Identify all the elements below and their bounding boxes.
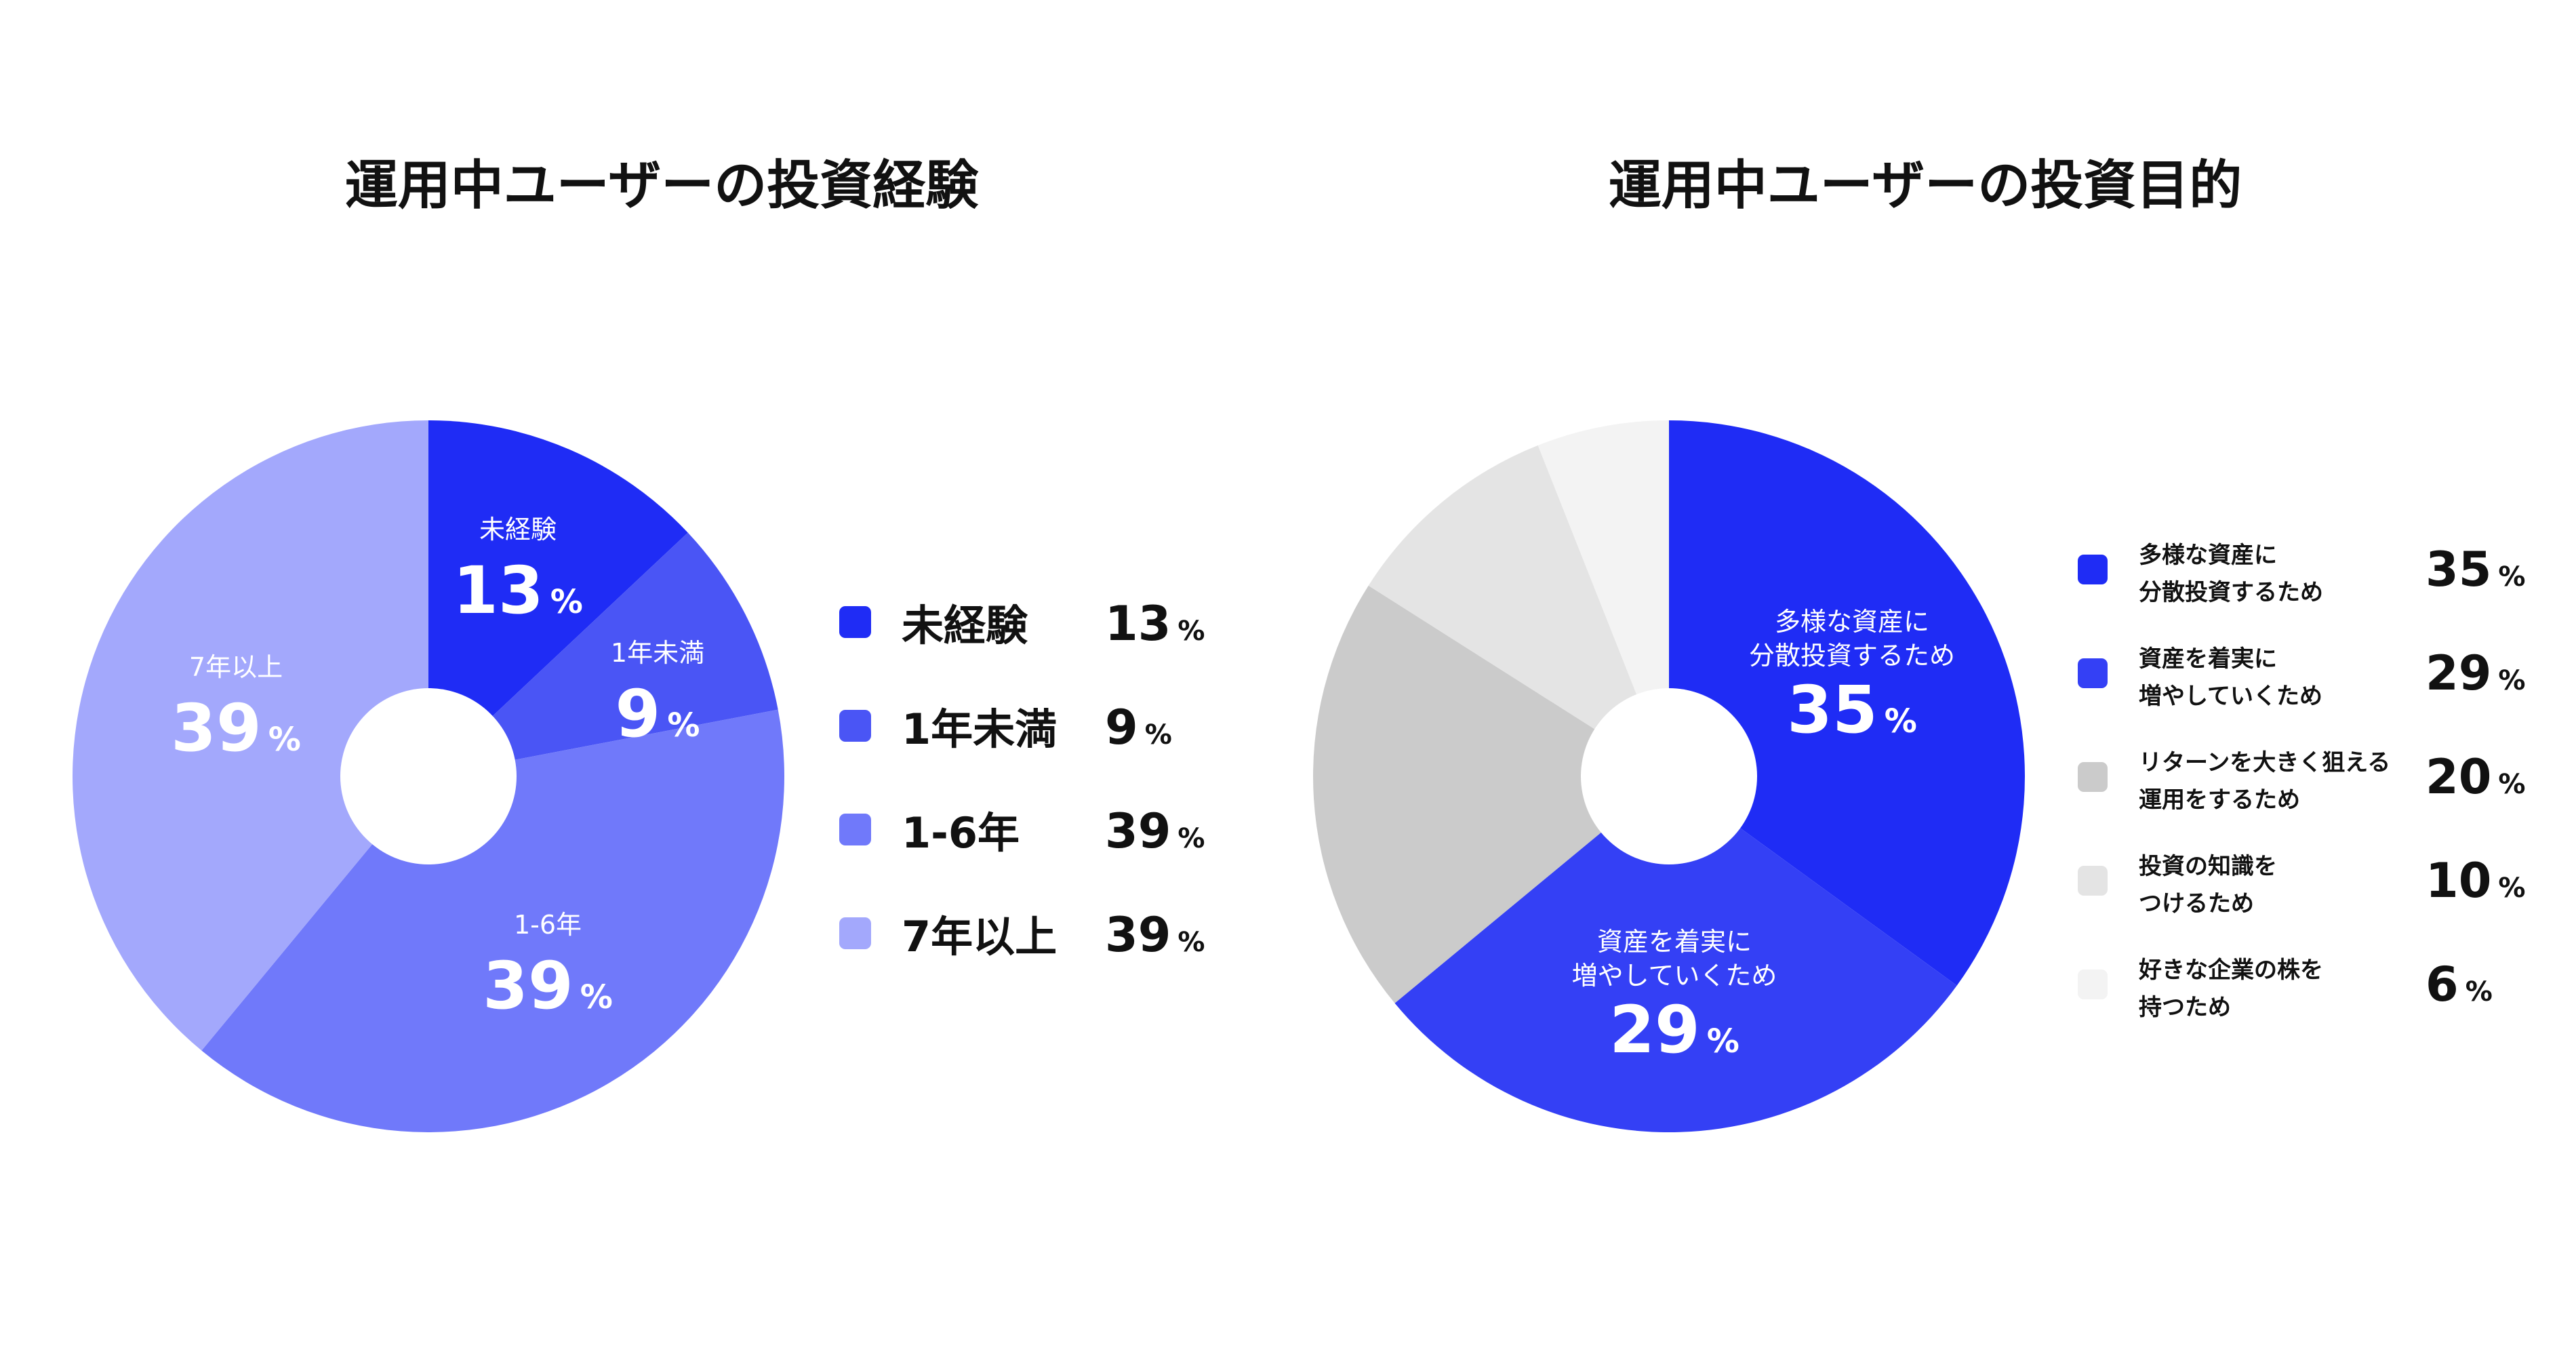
legend-value-4-number: 39 [1105, 907, 1171, 963]
slice-4 [72, 420, 429, 1051]
legend-label-3: 1-6年 [902, 808, 1020, 858]
legend-value-2-number: 9 [1105, 700, 1138, 755]
slice-5 [1537, 420, 1669, 776]
slice-value-1: 35% [1787, 672, 1917, 748]
legend-label-3: リターンを大きく狙える [2139, 749, 2390, 776]
legend-swatch-5 [2078, 970, 2108, 999]
legend-value-4-number: 10 [2426, 853, 2491, 909]
slice-3 [1312, 585, 1669, 1003]
legend-value-1-number: 13 [1105, 596, 1171, 652]
legend-value-2-number: 29 [2426, 645, 2491, 701]
slice-value-2-number: 9 [616, 676, 661, 752]
slice-value-1-percent-sign: % [550, 583, 583, 621]
legend-value-4-percent-sign: % [1178, 927, 1205, 958]
legend-value-5-number: 6 [2426, 957, 2459, 1012]
legend-label-4: 投資の知識を [2139, 853, 2277, 880]
legend-label-1: 未経験 [902, 601, 1028, 650]
slice-label-2: 増やしていくため [1572, 961, 1777, 991]
legend-label-4: つけるため [2139, 890, 2254, 917]
legend-value-3: 20% [2426, 749, 2526, 805]
legend-value-1-percent-sign: % [1178, 616, 1205, 647]
legend-label-2: 増やしていくため [2139, 683, 2322, 710]
slice-label-2: 1年未満 [611, 638, 704, 668]
legend-value-3: 39% [1105, 803, 1205, 859]
slice-value-2-percent-sign: % [1707, 1022, 1739, 1060]
slice-4 [1368, 445, 1669, 776]
legend-value-1-percent-sign: % [2498, 561, 2525, 593]
slice-value-1-percent-sign: % [1885, 702, 1917, 740]
chart-1-legend: 未経験 13 % 1年未満 9 % 1-6年 39 % 7年以上 39% [839, 596, 1205, 963]
slice-value-1: 13% [453, 553, 583, 629]
slice-value-4-percent-sign: % [268, 721, 301, 759]
slice-value-4: 39% [171, 690, 301, 766]
slice-value-2-number: 29 [1609, 992, 1700, 1068]
slice-label-1: 分散投資するため [1749, 641, 1955, 671]
legend-value-4: 39% [1105, 907, 1205, 963]
legend-label-2: 1年未満 [902, 704, 1057, 754]
legend-value-3-number: 20 [2426, 749, 2491, 805]
slice-value-4-number: 39 [171, 690, 262, 766]
slice-2 [1394, 776, 1957, 1133]
legend-swatch-2 [839, 710, 871, 742]
slice-3 [201, 709, 785, 1133]
slice-label-1: 未経験 [479, 515, 557, 544]
legend-swatch-1 [839, 606, 871, 638]
legend-value-4-percent-sign: % [2498, 873, 2525, 904]
chart-1-title: 運用中ユーザーの投資経験 [345, 155, 979, 216]
slice-1 [1669, 420, 2025, 986]
chart-2-title: 運用中ユーザーの投資目的 [1609, 155, 2242, 216]
legend-value-2-percent-sign: % [1145, 719, 1172, 751]
legend-value-5: 6% [2426, 957, 2493, 1012]
slice-1 [428, 420, 688, 776]
legend-swatch-2 [2078, 658, 2108, 688]
legend-swatch-1 [2078, 555, 2108, 584]
legend-label-1: 多様な資産に [2139, 542, 2277, 569]
legend-label-5: 持つため [2139, 994, 2231, 1021]
slice-label-3: 1-6年 [514, 910, 582, 940]
slice-value-1-number: 13 [453, 553, 544, 629]
legend-value-3-percent-sign: % [2498, 769, 2525, 800]
legend-label-5: 好きな企業の株を [2138, 957, 2323, 984]
legend-swatch-3 [839, 814, 871, 845]
slice-label-1: 多様な資産に [1775, 607, 1929, 637]
legend-swatch-4 [839, 917, 871, 949]
slice-label-2: 資産を着実に [1597, 927, 1752, 957]
chart-1-experience: 未経験 13 % 1年未満 9 % 1-6年 39 % 7年以上 39 % 未経験 13 % 1年未満 9 % 1-… [72, 420, 1205, 1133]
slice-value-3: 39% [483, 948, 613, 1024]
slice-value-1-number: 35 [1787, 672, 1878, 748]
legend-value-1: 13% [1105, 596, 1205, 652]
legend-value-2: 29% [2426, 645, 2526, 701]
legend-value-2: 9% [1105, 700, 1172, 755]
legend-value-3-percent-sign: % [1178, 823, 1205, 854]
slice-value-2: 9% [616, 676, 700, 752]
slice-value-3-number: 39 [483, 948, 573, 1024]
legend-value-5-percent-sign: % [2466, 976, 2493, 1008]
legend-value-4: 10% [2426, 853, 2526, 909]
legend-label-1: 分散投資するため [2139, 579, 2323, 606]
legend-label-2: 資産を着実に [2139, 645, 2277, 673]
legend-value-3-number: 39 [1105, 803, 1171, 859]
slice-value-2-percent-sign: % [667, 706, 700, 744]
slice-2 [428, 532, 778, 776]
donut-hole [340, 688, 517, 864]
legend-value-1-number: 35 [2426, 542, 2491, 597]
legend-swatch-4 [2078, 866, 2108, 896]
donut-hole [1581, 688, 1757, 864]
legend-swatch-3 [2078, 762, 2108, 792]
legend-label-4: 7年以上 [902, 912, 1057, 961]
slice-label-4: 7年以上 [189, 652, 283, 682]
legend-value-2-percent-sign: % [2498, 665, 2525, 696]
legend-value-1: 35% [2426, 542, 2526, 597]
slice-value-3-percent-sign: % [580, 978, 613, 1016]
slice-value-2: 29% [1609, 992, 1739, 1068]
legend-label-3: 運用をするため [2139, 786, 2300, 814]
